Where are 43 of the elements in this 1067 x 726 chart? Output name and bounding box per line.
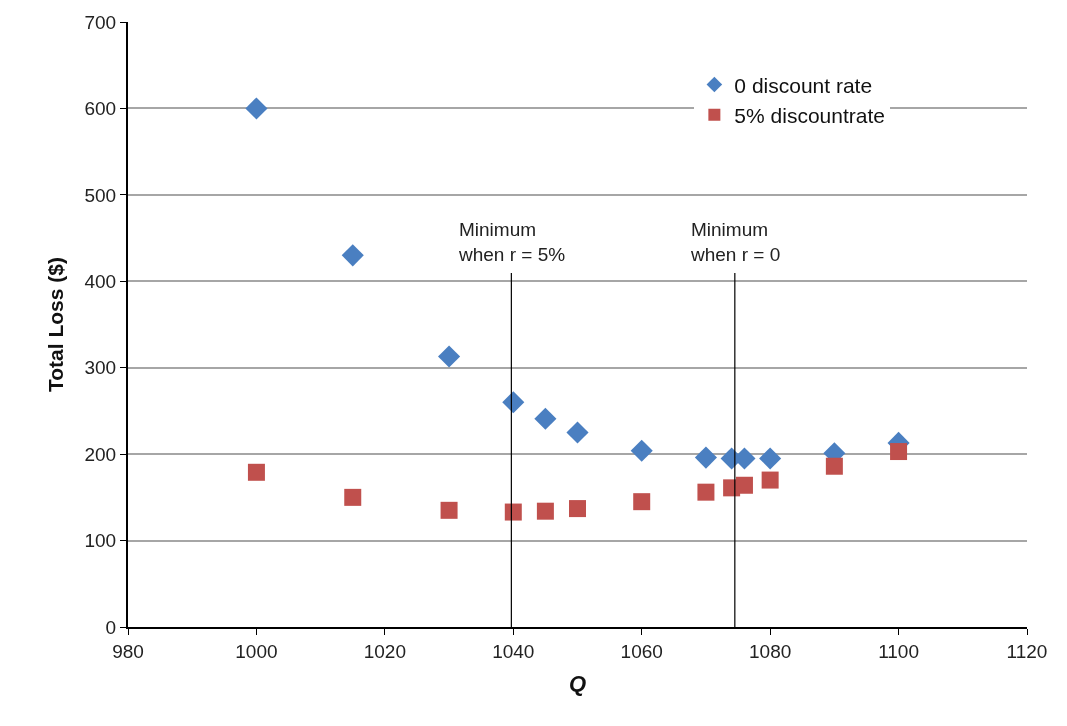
point [633, 493, 651, 511]
point [694, 446, 717, 469]
x-axis-title: Q [568, 671, 587, 697]
point [630, 439, 653, 462]
y-tick-label: 500 [84, 184, 117, 206]
point [534, 407, 557, 430]
annotation: Minimum when r = 5% [458, 219, 566, 265]
point [890, 443, 908, 461]
point [245, 97, 268, 120]
point [697, 483, 715, 501]
point [536, 502, 554, 520]
y-tick-label: 200 [84, 443, 117, 465]
y-tick-label: 600 [84, 98, 117, 120]
legend-label: 0 discount rate [734, 73, 873, 97]
point [440, 501, 458, 519]
x-tick-label: 1080 [749, 640, 792, 662]
y-tick-label: 300 [84, 357, 117, 379]
point [735, 476, 753, 494]
y-axis-title: Total Loss ($) [44, 257, 68, 392]
y-tick-label: 0 [105, 616, 117, 638]
y-tick-label: 700 [84, 11, 117, 33]
x-tick-label: 1120 [1006, 640, 1048, 662]
point [502, 391, 525, 414]
x-tick-label: 1040 [492, 640, 535, 662]
x-tick-label: 1100 [878, 640, 919, 662]
point [344, 488, 362, 506]
point [341, 244, 364, 267]
point [504, 503, 522, 521]
y-tick-label: 400 [84, 270, 117, 292]
point [566, 421, 589, 444]
legend-label: 5% discountrate [734, 103, 885, 127]
x-tick-label: 1020 [363, 640, 406, 662]
point [569, 500, 586, 518]
x-tick-label: 980 [112, 640, 144, 662]
x-tick-label: 1060 [620, 640, 663, 662]
point [759, 447, 782, 470]
annotation: Minimum when r = 0 [690, 219, 781, 265]
point [761, 471, 779, 489]
point [438, 345, 461, 368]
point [247, 463, 265, 481]
x-tick-label: 1000 [235, 640, 278, 662]
point [825, 457, 843, 475]
y-tick-label: 100 [84, 530, 117, 552]
